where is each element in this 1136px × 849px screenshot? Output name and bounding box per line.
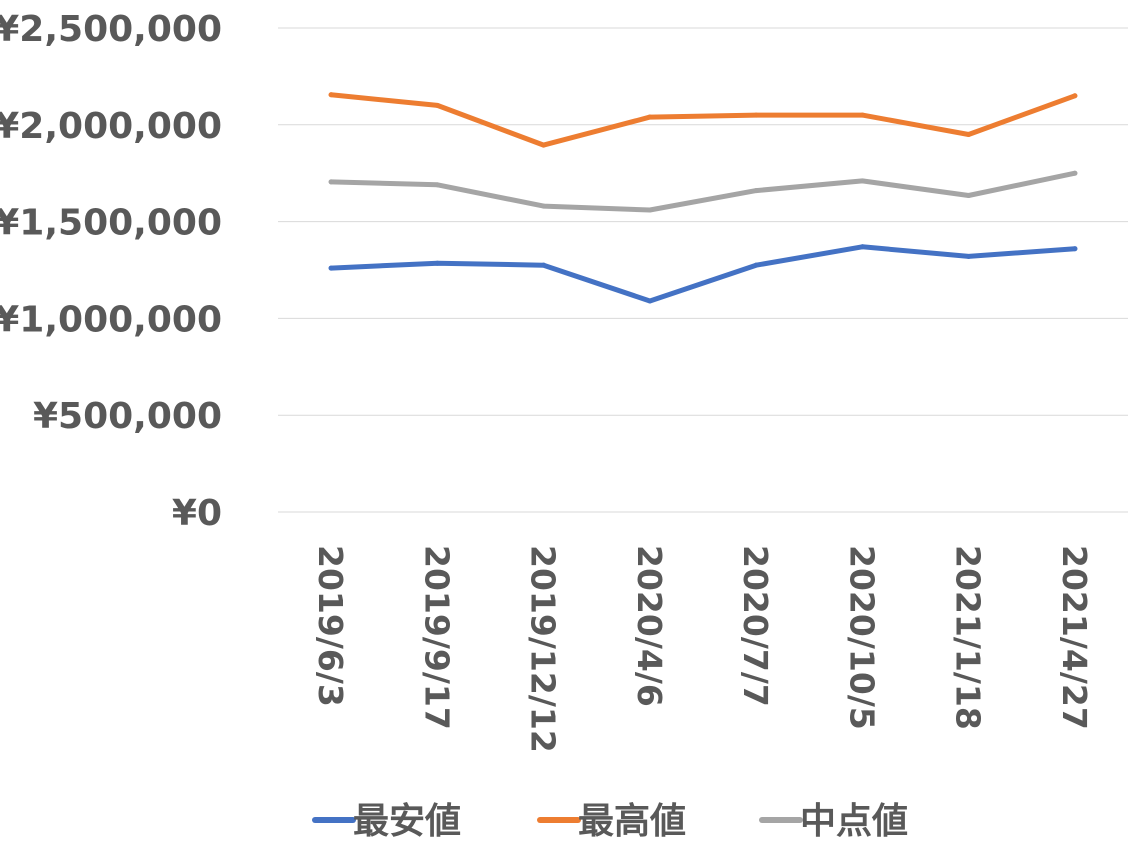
x-tick-label: 2020/7/7 — [736, 545, 775, 707]
data-point — [541, 262, 547, 268]
data-point — [647, 207, 653, 213]
data-point — [859, 244, 865, 250]
x-tick-label: 2020/4/6 — [630, 545, 669, 707]
data-point — [753, 188, 759, 194]
x-axis: 2019/6/3 2019/9/17 2019/12/12 2020/4/6 2020/… — [311, 545, 1094, 753]
data-point — [647, 298, 653, 304]
data-point — [1072, 246, 1078, 252]
data-point — [328, 179, 334, 185]
series-line-1 — [328, 92, 1078, 148]
x-tick-label: 2019/9/17 — [417, 545, 456, 730]
series-line-0 — [328, 244, 1078, 304]
y-tick-label: ¥2,000,000 — [0, 106, 222, 147]
data-point — [753, 262, 759, 268]
x-tick-label: 2021/4/27 — [1055, 545, 1094, 730]
x-tick-label: 2019/6/3 — [311, 545, 350, 707]
data-point — [434, 102, 440, 108]
data-point — [966, 192, 972, 198]
data-point — [1072, 170, 1078, 176]
data-point — [966, 253, 972, 259]
y-tick-label: ¥0 — [172, 493, 222, 534]
data-point — [328, 92, 334, 98]
x-tick-label: 2020/10/5 — [842, 545, 881, 730]
legend-label: 最高値 — [578, 801, 686, 842]
data-point — [434, 182, 440, 188]
data-point — [434, 260, 440, 266]
y-axis: ¥0 ¥500,000 ¥1,000,000 ¥1,500,000 ¥2,000,000… — [0, 9, 222, 534]
x-tick-label: 2019/12/12 — [524, 545, 563, 753]
y-tick-label: ¥1,000,000 — [0, 299, 222, 340]
data-point — [753, 112, 759, 118]
legend-label: 中点値 — [800, 801, 908, 842]
legend-label: 最安値 — [353, 801, 461, 842]
data-point — [541, 142, 547, 148]
y-tick-label: ¥500,000 — [33, 396, 222, 437]
series-layer — [328, 92, 1078, 304]
data-point — [541, 203, 547, 209]
data-point — [328, 265, 334, 271]
grid-layer — [278, 27, 1128, 513]
x-tick-label: 2021/1/18 — [949, 545, 988, 730]
y-tick-label: ¥2,500,000 — [0, 9, 222, 50]
data-point — [647, 114, 653, 120]
data-point — [966, 131, 972, 137]
data-point — [859, 112, 865, 118]
series-line-2 — [328, 170, 1078, 213]
y-tick-label: ¥1,500,000 — [0, 203, 222, 244]
data-point — [859, 178, 865, 184]
data-point — [1072, 93, 1078, 99]
legend: 最安値 最高値 中点値 — [312, 801, 908, 842]
